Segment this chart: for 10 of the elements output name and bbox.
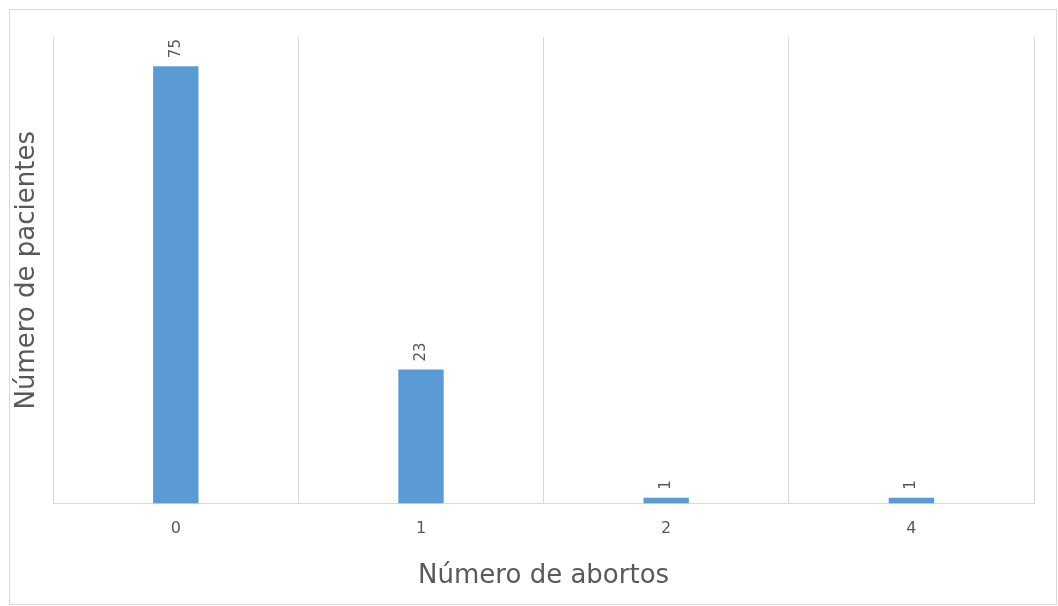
y-axis-title: Número de pacientes [10, 131, 41, 410]
x-axis-title: Número de abortos [418, 559, 670, 590]
x-tick-label: 4 [906, 518, 917, 538]
data-label: 1 [656, 480, 675, 490]
x-tick-label: 2 [661, 518, 672, 538]
x-tick-label: 1 [415, 518, 427, 538]
data-label: 75 [165, 39, 184, 59]
data-label: 1 [901, 480, 920, 490]
x-tick-label: 0 [170, 518, 181, 538]
data-label: 23 [410, 342, 429, 362]
